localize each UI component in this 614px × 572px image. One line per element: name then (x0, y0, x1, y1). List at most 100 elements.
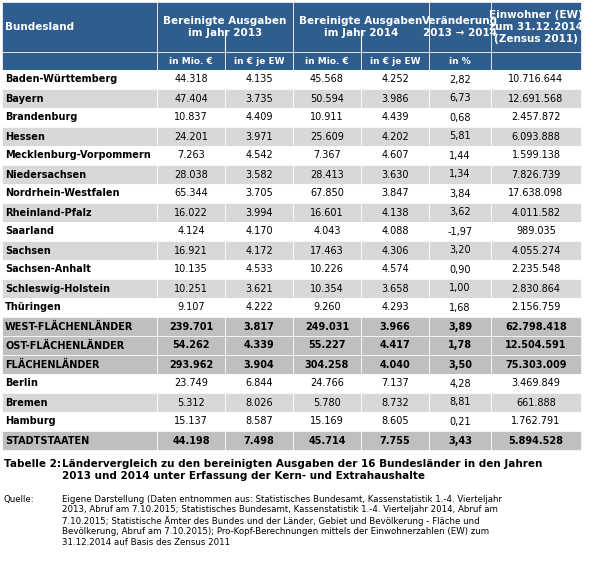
Bar (491, 165, 581, 184)
Text: 0,21: 0,21 (449, 416, 471, 427)
Text: 45.568: 45.568 (310, 74, 344, 85)
Text: Sachsen-Anhalt: Sachsen-Anhalt (5, 264, 91, 275)
Bar (293, 393, 361, 412)
Text: Bereinigte Ausgaben
im Jahr 2013: Bereinigte Ausgaben im Jahr 2013 (163, 16, 287, 38)
Text: 10.837: 10.837 (174, 113, 208, 122)
Text: 4.417: 4.417 (379, 340, 410, 351)
Text: 4.222: 4.222 (245, 303, 273, 312)
Bar (157, 355, 225, 374)
Text: 3.630: 3.630 (381, 169, 409, 180)
Bar (2, 52, 157, 70)
Text: in Mio. €: in Mio. € (305, 57, 349, 66)
Text: in € je EW: in € je EW (234, 57, 284, 66)
Bar (361, 165, 429, 184)
Text: 6,73: 6,73 (449, 93, 471, 104)
Text: 1,00: 1,00 (449, 284, 471, 293)
Text: 4.043: 4.043 (313, 227, 341, 236)
Bar (2, 336, 157, 355)
Text: 989.035: 989.035 (516, 227, 556, 236)
Bar (361, 412, 429, 431)
Text: Bremen: Bremen (5, 398, 47, 407)
Bar (157, 184, 225, 203)
Text: 50.594: 50.594 (310, 93, 344, 104)
Text: 4.339: 4.339 (244, 340, 274, 351)
Text: 304.258: 304.258 (305, 359, 349, 370)
Bar (429, 355, 491, 374)
Text: 16.022: 16.022 (174, 208, 208, 217)
Bar (157, 108, 225, 127)
Bar (157, 412, 225, 431)
Bar (429, 260, 491, 279)
Bar (225, 279, 293, 298)
Bar (361, 298, 429, 317)
Text: 4.055.274: 4.055.274 (511, 245, 561, 256)
Text: 4.439: 4.439 (381, 113, 409, 122)
Bar (2, 260, 157, 279)
Bar (225, 317, 293, 336)
Bar (157, 336, 225, 355)
Text: 2.235.548: 2.235.548 (511, 264, 561, 275)
Text: 10.354: 10.354 (310, 284, 344, 293)
Text: 3.582: 3.582 (245, 169, 273, 180)
Bar (361, 203, 429, 222)
Bar (2, 70, 157, 89)
Bar (361, 355, 429, 374)
Bar (429, 108, 491, 127)
Text: Mecklenburg-Vorpommern: Mecklenburg-Vorpommern (5, 150, 151, 161)
Text: 3.904: 3.904 (244, 359, 274, 370)
Text: 54.262: 54.262 (173, 340, 210, 351)
Bar (2, 184, 157, 203)
Text: 4.124: 4.124 (177, 227, 205, 236)
Text: 3.966: 3.966 (379, 321, 410, 332)
Bar (225, 222, 293, 241)
Bar (2, 279, 157, 298)
Text: 7.826.739: 7.826.739 (511, 169, 561, 180)
Text: Veränderung
2013 → 2014: Veränderung 2013 → 2014 (422, 16, 498, 38)
Text: 25.609: 25.609 (310, 132, 344, 141)
Text: Niedersachsen: Niedersachsen (5, 169, 86, 180)
Text: 4.088: 4.088 (381, 227, 409, 236)
Bar (157, 89, 225, 108)
Text: 3.621: 3.621 (245, 284, 273, 293)
Bar (429, 2, 491, 52)
Bar (157, 146, 225, 165)
Text: 2.830.864: 2.830.864 (511, 284, 561, 293)
Bar (225, 336, 293, 355)
Text: 7.755: 7.755 (379, 435, 410, 446)
Text: 4.138: 4.138 (381, 208, 409, 217)
Text: 55.227: 55.227 (308, 340, 346, 351)
Text: Einwohner (EW)
zum 31.12.2014
(Zensus 2011): Einwohner (EW) zum 31.12.2014 (Zensus 20… (489, 10, 583, 43)
Text: 16.921: 16.921 (174, 245, 208, 256)
Text: STADTSTAATEN: STADTSTAATEN (5, 435, 89, 446)
Bar (225, 431, 293, 450)
Text: 0,90: 0,90 (449, 264, 471, 275)
Text: Sachsen: Sachsen (5, 245, 51, 256)
Bar (293, 374, 361, 393)
Text: 28.038: 28.038 (174, 169, 208, 180)
Text: Schleswig-Holstein: Schleswig-Holstein (5, 284, 110, 293)
Text: 6.093.888: 6.093.888 (511, 132, 561, 141)
Bar (157, 298, 225, 317)
Text: 4.170: 4.170 (245, 227, 273, 236)
Bar (157, 317, 225, 336)
Text: 7.137: 7.137 (381, 379, 409, 388)
Bar (429, 317, 491, 336)
Bar (157, 393, 225, 412)
Text: 10.251: 10.251 (174, 284, 208, 293)
Text: 1,68: 1,68 (449, 303, 471, 312)
Text: 67.850: 67.850 (310, 189, 344, 198)
Bar (293, 222, 361, 241)
Text: 5,81: 5,81 (449, 132, 471, 141)
Bar (491, 108, 581, 127)
Text: 1.599.138: 1.599.138 (511, 150, 561, 161)
Bar (293, 108, 361, 127)
Text: 4.293: 4.293 (381, 303, 409, 312)
Text: 44.198: 44.198 (172, 435, 210, 446)
Text: 75.303.009: 75.303.009 (505, 359, 567, 370)
Bar (491, 146, 581, 165)
Bar (225, 203, 293, 222)
Bar (491, 412, 581, 431)
Text: 65.344: 65.344 (174, 189, 208, 198)
Text: 293.962: 293.962 (169, 359, 213, 370)
Bar (2, 146, 157, 165)
